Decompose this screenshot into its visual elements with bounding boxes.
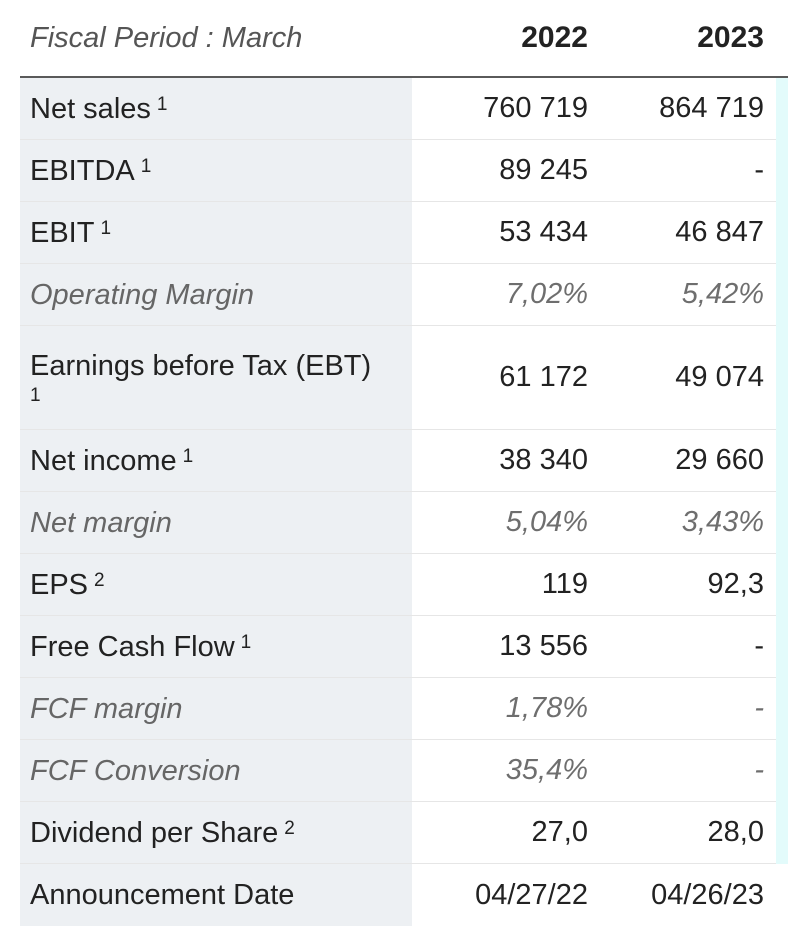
value-2022: 04/27/22 — [475, 878, 588, 911]
row-label: FCF margin — [20, 678, 412, 739]
footnote-marker: 1 — [30, 384, 41, 406]
row-label-text: FCF margin — [30, 692, 183, 725]
value-2022: 38 340 — [499, 444, 588, 476]
table-row-net-sales: Net sales 1 760 719 864 719 — [20, 78, 788, 140]
footnote-marker: 1 — [240, 631, 252, 653]
value-2022: 7,02% — [505, 278, 588, 310]
value-2023: 5,42% — [681, 278, 764, 310]
year-header-2022: 2022 — [521, 21, 588, 54]
value-2023: - — [754, 154, 764, 186]
value-2022: 13 556 — [499, 630, 588, 662]
row-label: Operating Margin — [20, 264, 412, 325]
table-header: Fiscal Period : March 2022 2023 — [20, 0, 788, 78]
table-row-ebt: Earnings before Tax (EBT) 1 61 172 49 07… — [20, 326, 788, 430]
value-2023: - — [754, 630, 764, 662]
row-label: EBITDA 1 — [20, 140, 412, 201]
value-2022: 1,78% — [505, 692, 588, 724]
financials-table: Fiscal Period : March 2022 2023 Net sale… — [20, 0, 788, 926]
value-2023: 29 660 — [675, 444, 764, 476]
table-row-announcement-date: Announcement Date 04/27/22 04/26/23 — [20, 864, 788, 926]
row-label-text: FCF Conversion — [30, 754, 241, 787]
footnote-marker: 1 — [140, 155, 152, 177]
footnote-marker: 2 — [284, 817, 295, 839]
value-2022: 119 — [541, 568, 588, 600]
value-2023: 28,0 — [707, 816, 764, 848]
row-label: EBIT 1 — [20, 202, 412, 263]
row-label: FCF Conversion — [20, 740, 412, 801]
row-label: Earnings before Tax (EBT) 1 — [20, 326, 412, 429]
table-row-ebitda: EBITDA 1 89 245 - — [20, 140, 788, 202]
value-2023: 04/26/23 — [651, 878, 764, 911]
row-label: EPS 2 — [20, 554, 412, 615]
row-label-text: Free Cash Flow — [30, 630, 235, 663]
row-label-text: Net margin — [30, 506, 172, 539]
table-row-net-income: Net income 1 38 340 29 660 — [20, 430, 788, 492]
table-row-dividend-per-share: Dividend per Share 2 27,0 28,0 — [20, 802, 788, 864]
row-label-text: Operating Margin — [30, 278, 255, 311]
row-label-text: EBIT — [30, 216, 95, 249]
table-row-fcf-margin: FCF margin 1,78% - — [20, 678, 788, 740]
value-2023: 49 074 — [675, 361, 764, 393]
table-row-eps: EPS 2 119 92,3 — [20, 554, 788, 616]
value-2022: 89 245 — [499, 154, 588, 186]
year-header-2023: 2023 — [697, 21, 764, 54]
row-label: Net income 1 — [20, 430, 412, 491]
value-2023: 3,43% — [681, 506, 764, 538]
value-2023: 92,3 — [707, 568, 764, 600]
value-2023: - — [754, 692, 764, 724]
value-2022: 53 434 — [499, 216, 588, 248]
value-2022: 35,4% — [505, 754, 588, 786]
fiscal-period-label: Fiscal Period : March — [30, 21, 303, 54]
value-2023: 46 847 — [675, 216, 764, 248]
value-2022: 5,04% — [505, 506, 588, 538]
row-label: Announcement Date — [20, 864, 412, 926]
footnote-marker: 2 — [94, 569, 105, 591]
value-2023: 864 719 — [659, 92, 764, 124]
table-row-operating-margin: Operating Margin 7,02% 5,42% — [20, 264, 788, 326]
table-row-ebit: EBIT 1 53 434 46 847 — [20, 202, 788, 264]
row-label-text: Earnings before Tax (EBT) — [30, 349, 372, 382]
row-label-text: EBITDA — [30, 154, 135, 187]
row-label-text: EPS — [30, 568, 89, 601]
value-2022: 760 719 — [483, 92, 588, 124]
row-label-text: Announcement Date — [30, 879, 295, 911]
row-label: Free Cash Flow 1 — [20, 616, 412, 677]
value-2022: 61 172 — [499, 361, 588, 393]
footnote-marker: 1 — [156, 93, 168, 115]
footnote-marker: 1 — [182, 445, 194, 467]
value-2022: 27,0 — [531, 816, 588, 848]
table-row-fcf-conversion: FCF Conversion 35,4% - — [20, 740, 788, 802]
row-label: Net sales 1 — [20, 78, 412, 139]
row-label-text: Net sales — [30, 92, 151, 125]
row-label-text: Net income — [30, 444, 177, 477]
row-label: Net margin — [20, 492, 412, 553]
table-row-net-margin: Net margin 5,04% 3,43% — [20, 492, 788, 554]
value-2023: - — [754, 754, 764, 786]
scroll-accent-bar — [776, 78, 788, 864]
row-label: Dividend per Share 2 — [20, 802, 412, 863]
table-row-free-cash-flow: Free Cash Flow 1 13 556 - — [20, 616, 788, 678]
row-label-text: Dividend per Share — [30, 816, 279, 849]
footnote-marker: 1 — [100, 217, 112, 239]
